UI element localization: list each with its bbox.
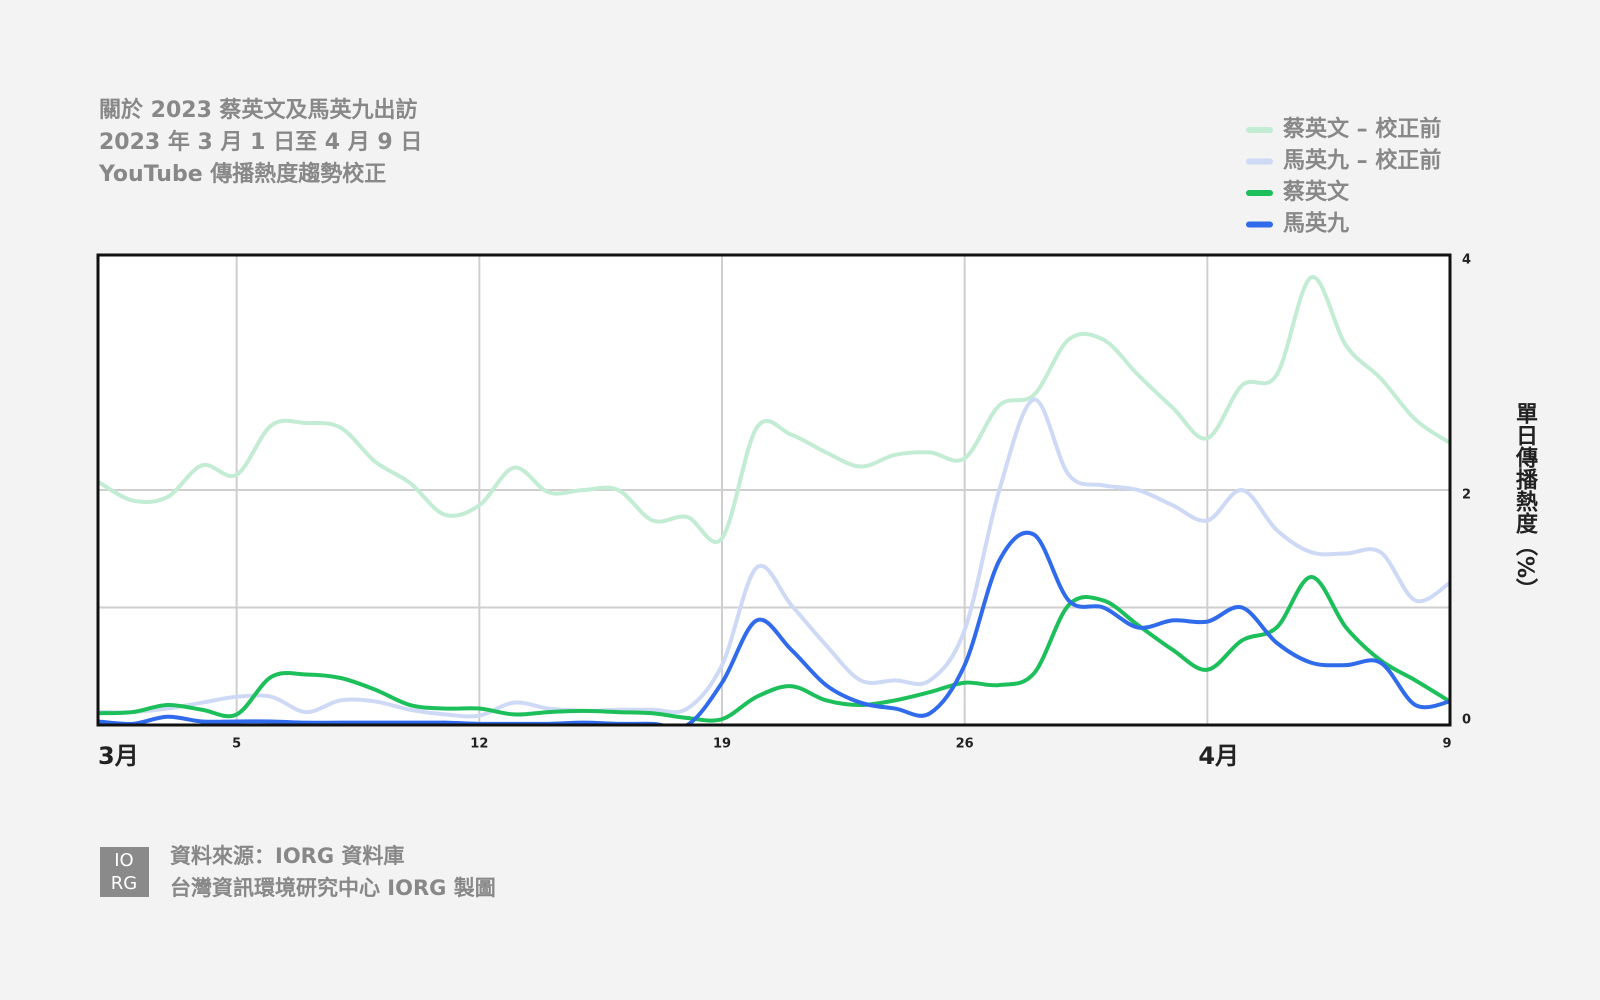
- x-tick-label: 9: [1442, 737, 1451, 752]
- logo: [100, 847, 149, 897]
- x-tick-label: 19: [713, 737, 731, 752]
- x-tick-label: 4月: [1198, 742, 1239, 770]
- x-tick-label: 26: [956, 737, 974, 752]
- legend-label: 馬英九 – 校正前: [1283, 148, 1441, 174]
- chart-title: 關於 2023 蔡英文及馬英九出訪: [99, 97, 418, 123]
- legend-label: 蔡英文 – 校正前: [1282, 116, 1441, 142]
- y-tick-label: 2: [1462, 488, 1471, 503]
- y-tick-label: 4: [1462, 253, 1471, 268]
- logo-text: IO: [114, 850, 133, 871]
- source: 資料來源：IORG 資料庫: [170, 844, 404, 868]
- line: [98, 574, 1450, 723]
- y-axis-label: 單日傳播熱度（%）: [1512, 402, 1539, 600]
- legend-label: 馬英九: [1283, 212, 1349, 237]
- y-tick-label: 0: [1462, 713, 1471, 728]
- line: [98, 397, 1450, 719]
- x-tick-label: 5: [232, 737, 241, 752]
- line: [98, 275, 1450, 544]
- line: [98, 530, 1450, 725]
- legend-label: 蔡英文: [1282, 179, 1350, 205]
- chart-title: 2023 年 3 月 1 日至 4 月 9 日: [99, 129, 422, 155]
- x-tick-label: 12: [470, 737, 488, 752]
- plot-border: [96, 253, 1452, 727]
- chart-title: YouTube 傳播熱度趨勢校正: [98, 161, 386, 187]
- logo-text: RG: [111, 873, 137, 894]
- x-tick-label: 3月: [98, 742, 139, 770]
- credit: 台灣資訊環境研究中心 IORG 製圖: [170, 876, 496, 900]
